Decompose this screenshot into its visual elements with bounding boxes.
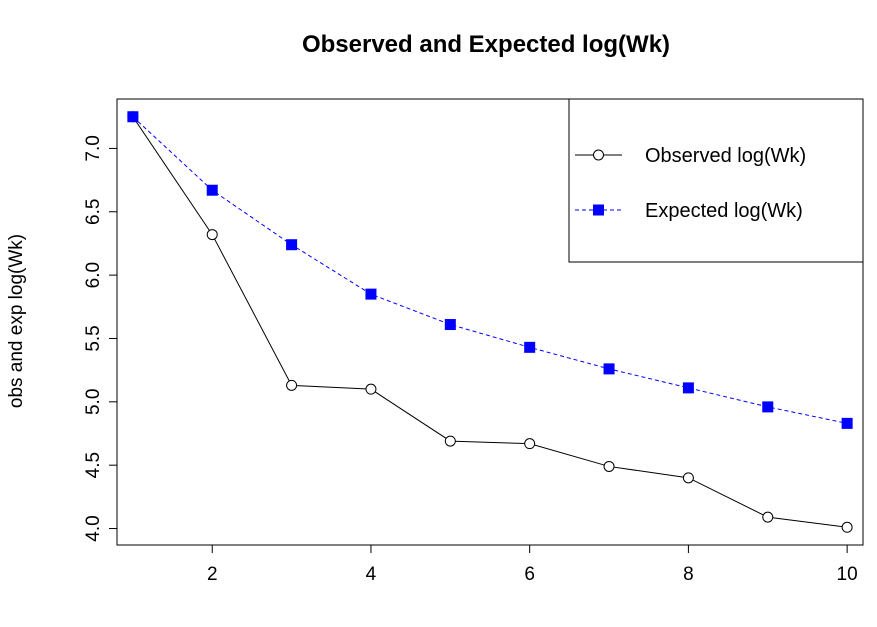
x-tick-label: 10	[837, 564, 858, 585]
chart-title: Observed and Expected log(Wk)	[302, 31, 670, 58]
plot-frame	[116, 98, 864, 546]
expected-point	[682, 382, 694, 394]
legend-label: Expected log(Wk)	[645, 200, 803, 222]
observed-point	[206, 229, 218, 241]
observed-point	[444, 435, 456, 447]
y-tick-label: 4.0	[83, 515, 104, 541]
legend: Observed log(Wk) Expected log(Wk)	[568, 98, 864, 263]
legend-marker	[593, 149, 604, 161]
observed-point	[603, 460, 615, 472]
y-axis-label: obs and exp log(Wk)	[6, 234, 27, 408]
x-tick-label: 2	[207, 564, 218, 585]
y-tick-label: 6.0	[83, 262, 104, 288]
legend-marker	[593, 204, 604, 216]
observed-point	[286, 379, 298, 391]
x-tick-label: 6	[524, 564, 535, 585]
y-tick-label: 5.5	[83, 325, 104, 351]
x-tick-label: 8	[683, 564, 694, 585]
expected-point	[762, 401, 774, 413]
expected-point	[206, 184, 218, 196]
y-tick-label: 7.0	[83, 135, 104, 161]
y-tick-label: 4.5	[83, 452, 104, 478]
expected-point	[286, 239, 298, 251]
y-tick-label: 5.0	[83, 389, 104, 415]
series-line-expected	[132, 116, 848, 424]
observed-point	[762, 511, 774, 523]
expected-point	[841, 417, 853, 429]
x-tick-label: 4	[366, 564, 377, 585]
observed-point	[365, 383, 377, 395]
expected-point	[127, 111, 139, 123]
observed-point	[682, 472, 694, 484]
series-line-observed	[132, 116, 848, 528]
y-tick-label: 6.5	[83, 199, 104, 225]
expected-point	[524, 341, 536, 353]
axes: 2 4 6 8 10 4.0 4.5 5.0 5.5 6.0 6.5 7.0	[83, 135, 858, 585]
series-layer	[127, 111, 853, 533]
observed-point	[841, 521, 853, 533]
observed-point	[524, 438, 536, 450]
legend-label: Observed log(Wk)	[645, 145, 806, 167]
expected-point	[603, 363, 615, 375]
legend-box	[568, 98, 864, 263]
expected-point	[365, 288, 377, 300]
expected-point	[444, 319, 456, 331]
